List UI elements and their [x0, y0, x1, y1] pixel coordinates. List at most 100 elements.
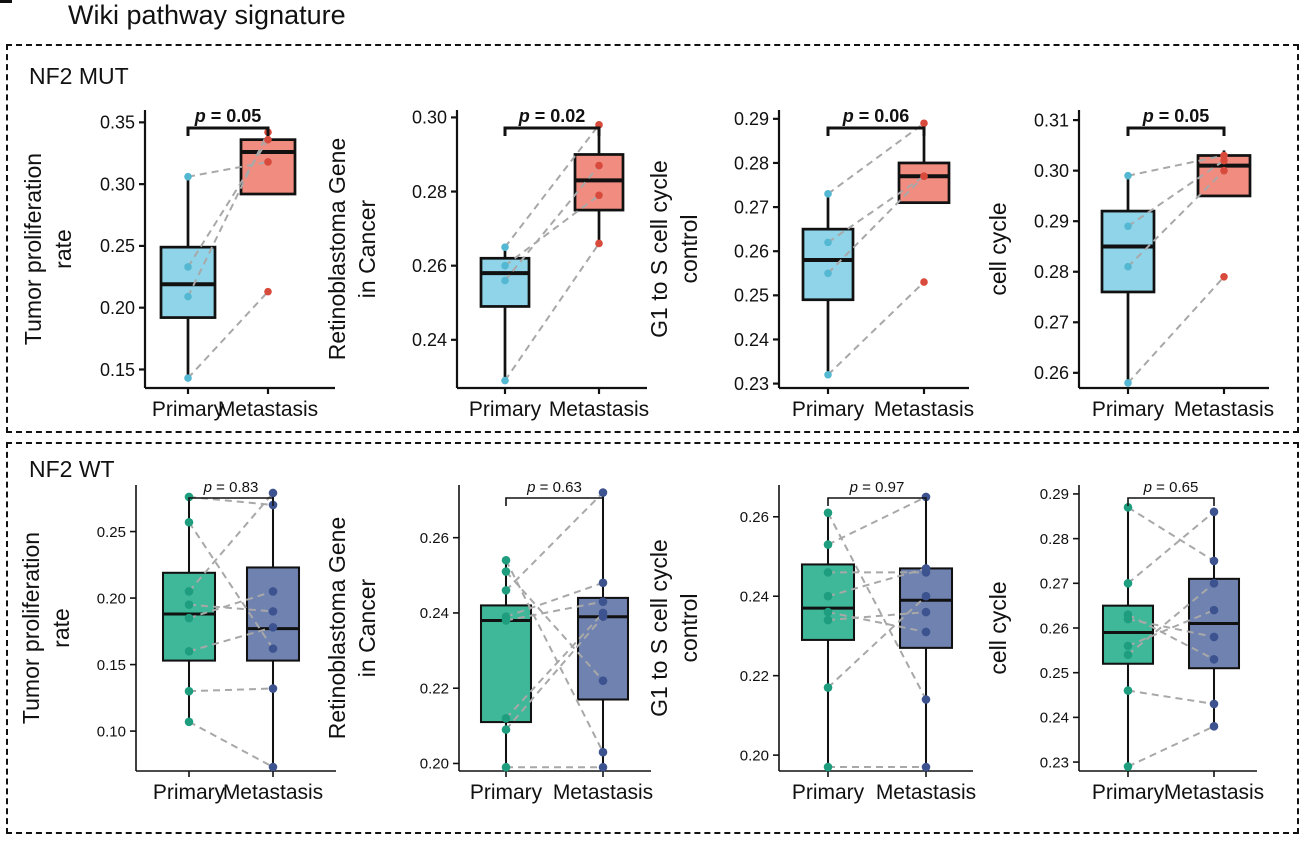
y-axis-label-line: Retinoblastoma Gene — [324, 517, 350, 739]
y-tick-label: 0.27 — [1040, 576, 1069, 593]
data-point-primary — [501, 555, 511, 565]
significance-bracket — [503, 126, 601, 136]
pair-line — [504, 124, 600, 248]
data-point-primary — [1124, 262, 1132, 271]
y-tick-label: 0.26 — [1040, 620, 1069, 637]
data-point-primary — [823, 762, 833, 772]
pair-line — [1127, 582, 1215, 656]
y-tick-label: 0.24 — [412, 330, 447, 350]
pair-line — [187, 139, 269, 268]
chart-mut-2: 0.24 0.26 0.28 0.30 Primary Metastasis Retinob… — [324, 106, 649, 421]
x-tick-label-primary: Primary — [1092, 398, 1165, 421]
panel-nf2-mut — [6, 44, 1299, 433]
y-axis-label: G1 to S cell cycle control — [646, 160, 702, 338]
y-axis-label-line: cell cycle — [985, 581, 1011, 674]
data-point-primary — [501, 567, 511, 576]
pair-line — [1127, 154, 1225, 177]
pair-line — [188, 720, 274, 768]
pair-line — [504, 164, 600, 282]
data-point-metastasis — [268, 607, 278, 616]
pair-line — [827, 175, 925, 274]
data-point-primary — [1123, 614, 1133, 624]
y-tick-label: 0.27 — [1034, 313, 1069, 333]
data-point-primary — [184, 517, 194, 527]
x-tick-label-primary: Primary — [152, 398, 225, 421]
data-point-metastasis — [921, 627, 931, 637]
y-tick-label: 0.25 — [100, 236, 135, 256]
pair-line — [1127, 511, 1215, 585]
data-point-primary — [823, 683, 833, 692]
data-point-metastasis — [1209, 632, 1219, 642]
x-tick-label-metastasis: Metastasis — [549, 398, 649, 421]
chart-wt-4: 0.23 0.24 0.25 0.26 0.27 0.28 0.29 Primary Metas… — [985, 479, 1264, 804]
data-point-metastasis — [1209, 556, 1219, 566]
data-point-metastasis — [268, 684, 278, 693]
y-tick-label: 0.20 — [420, 756, 449, 773]
data-point-primary — [501, 243, 509, 251]
y-axis-label: cell cycle — [985, 581, 1011, 674]
data-point-primary — [501, 714, 511, 723]
y-tick-label: 0.30 — [100, 174, 135, 194]
y-axis-label: G1 to S cell cycle control — [646, 539, 702, 717]
y-axis-label-line: Tumor proliferation — [20, 153, 46, 345]
data-point-metastasis — [268, 623, 278, 632]
pair-line — [188, 626, 274, 653]
y-axis-label-line: in Cancer — [354, 578, 380, 677]
significance-bracket — [505, 497, 604, 506]
pair-line — [505, 581, 604, 618]
y-axis-label-line: control — [676, 593, 702, 662]
box-metastasis — [897, 161, 951, 205]
y-tick-label: 0.31 — [1034, 110, 1069, 130]
y-tick-label: 0.10 — [97, 723, 126, 740]
y-axis-label: cell cycle — [985, 202, 1011, 295]
data-point-primary — [1123, 650, 1133, 660]
x-tick-label-primary: Primary — [792, 398, 865, 421]
data-point-metastasis — [598, 612, 608, 622]
pair-line — [827, 496, 927, 546]
data-point-primary — [1124, 222, 1132, 231]
x-tick-label-metastasis: Metastasis — [223, 781, 323, 804]
pair-line — [505, 600, 604, 622]
significance-bracket — [186, 126, 270, 136]
y-tick-label: 0.29 — [1040, 486, 1069, 503]
data-point-primary — [184, 717, 194, 727]
data-point-primary — [823, 568, 833, 577]
pair-line — [187, 160, 269, 178]
p-value: = 0.65 — [1152, 479, 1198, 496]
p-symbol: p — [849, 479, 858, 496]
p-symbol: p — [1142, 106, 1154, 126]
data-point-metastasis — [921, 607, 931, 617]
y-tick-label: 0.27 — [734, 197, 769, 217]
y-tick-label: 0.24 — [734, 330, 769, 350]
data-point-primary — [824, 370, 832, 379]
data-point-primary — [1124, 379, 1132, 387]
pair-line — [827, 281, 925, 376]
y-axis-label-line: control — [676, 214, 702, 283]
x-tick-label-metastasis: Metastasis — [874, 398, 974, 421]
y-tick-label: 0.28 — [734, 153, 769, 173]
data-point-metastasis — [264, 158, 272, 166]
p-symbol: p — [526, 479, 535, 496]
data-point-primary — [184, 492, 194, 502]
y-tick-label: 0.29 — [734, 109, 769, 129]
y-tick-label: 0.20 — [100, 298, 135, 318]
data-point-metastasis — [598, 597, 608, 606]
data-point-primary — [1123, 762, 1133, 771]
pair-line — [827, 122, 925, 195]
pair-line — [1127, 169, 1225, 268]
y-axis-label-line: cell cycle — [985, 202, 1011, 295]
data-point-primary — [1123, 579, 1133, 588]
data-point-metastasis — [1209, 507, 1219, 517]
pair-line — [504, 242, 600, 382]
data-point-primary — [501, 276, 509, 285]
data-point-metastasis — [921, 591, 931, 601]
data-point-primary — [184, 374, 192, 382]
data-point-primary — [824, 190, 832, 198]
p-value: = 0.63 — [536, 479, 582, 496]
y-axis-label-line: G1 to S cell cycle — [646, 539, 672, 717]
p-value-label: p = 0.05 — [194, 106, 262, 126]
data-point-metastasis — [595, 161, 603, 170]
data-point-metastasis — [268, 587, 278, 596]
